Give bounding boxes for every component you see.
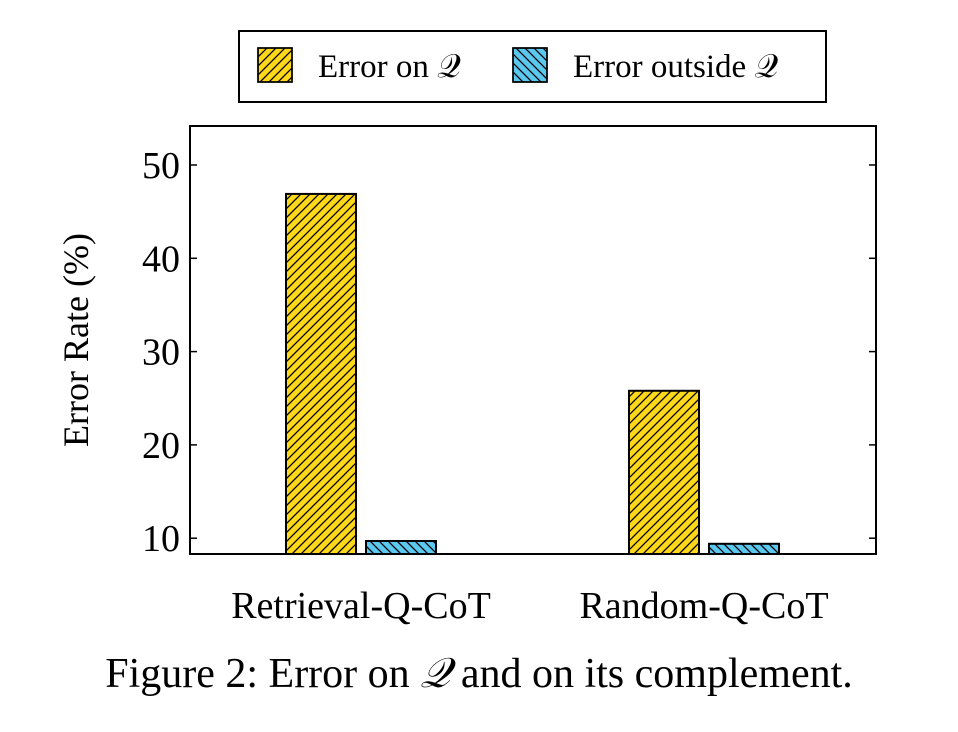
bar-hatch-error-on-q [285,192,357,555]
legend-swatch-error-on-q-hatch [257,47,293,83]
y-tick-label: 20 [142,425,180,467]
caption-symbol: 𝒬 [420,651,451,697]
bar-hatch-error-on-q [628,389,700,556]
y-axis-ticks: 10 20 30 40 50 [142,145,876,560]
x-tick-label: Retrieval-Q-CoT [231,585,491,627]
y-axis-label: Error Rate (%) [56,233,96,447]
bars [285,192,780,556]
legend-label-error-outside-q: Error outside 𝒬 [573,49,778,85]
y-tick-label: 50 [142,145,180,187]
plot-frame [189,125,877,555]
caption-suffix: and on its complement. [450,651,853,697]
figure-caption: Figure 2: Error on 𝒬 and on its compleme… [0,650,958,698]
legend-swatch-error-outside-q-hatch [512,47,548,83]
legend: Error on 𝒬 Error outside 𝒬 [238,30,827,103]
bar-hatch-error-outside-q [365,539,437,556]
y-tick-label: 40 [142,238,180,280]
caption-prefix: Figure 2: Error on [105,651,421,697]
y-tick-label: 10 [142,518,180,560]
x-tick-label: Random-Q-CoT [579,585,828,627]
y-tick-label: 30 [142,332,180,374]
chart: Error on 𝒬 Error outside 𝒬 Error Rate (%… [56,30,877,627]
bar-hatch-error-outside-q [708,542,780,555]
x-axis-tick-labels: Retrieval-Q-CoT Random-Q-CoT [231,585,828,627]
legend-label-error-on-q: Error on 𝒬 [318,49,461,85]
